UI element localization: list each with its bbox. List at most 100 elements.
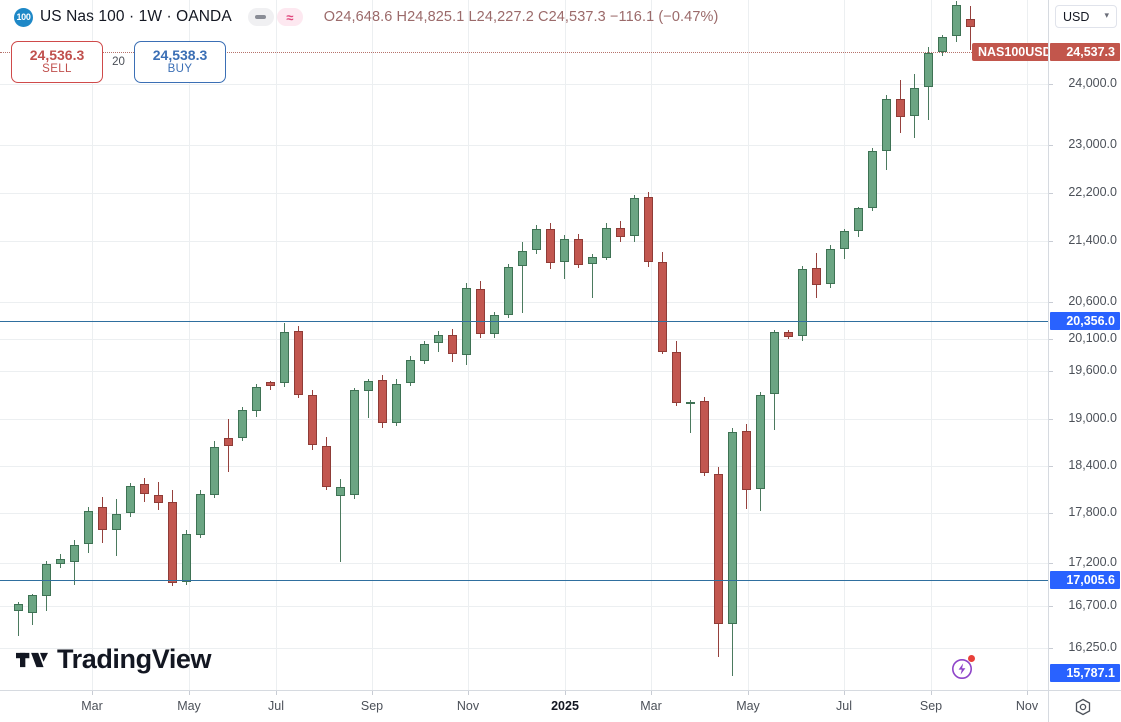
price-tick bbox=[1049, 563, 1053, 564]
candle-body bbox=[546, 228, 555, 263]
candle-body bbox=[378, 379, 387, 423]
price-tick-label: 19,600.0 bbox=[1068, 363, 1117, 377]
sell-button[interactable]: 24,536.3 SELL bbox=[11, 41, 103, 83]
buy-label: BUY bbox=[167, 63, 193, 76]
ohlc-values: O24,648.6 H24,825.1 L24,227.2 C24,537.3 … bbox=[323, 9, 719, 25]
trade-widget: 24,536.3 SELL 20 24,538.3 BUY bbox=[11, 41, 226, 83]
sell-label: SELL bbox=[42, 63, 72, 76]
crosshair-settings-icon bbox=[1075, 698, 1091, 716]
grid-line-horizontal bbox=[0, 513, 1048, 514]
candle-body bbox=[434, 335, 443, 343]
grid-line-horizontal bbox=[0, 371, 1048, 372]
candle-body bbox=[224, 438, 233, 446]
candle-body bbox=[126, 485, 135, 513]
candle-body bbox=[266, 382, 275, 386]
horizontal-price-line[interactable] bbox=[0, 321, 1048, 322]
price-tick-label: 23,000.0 bbox=[1068, 137, 1117, 151]
legend-pills: ≈ bbox=[247, 8, 303, 26]
candle-body bbox=[252, 386, 261, 412]
candle-body bbox=[322, 445, 331, 488]
time-tick bbox=[189, 691, 190, 695]
time-tick-label: May bbox=[736, 699, 760, 713]
candle-body bbox=[70, 544, 79, 562]
candle-body bbox=[84, 511, 93, 544]
approx-indicator-icon[interactable]: ≈ bbox=[276, 8, 303, 26]
price-tick bbox=[1049, 302, 1053, 303]
axis-separator bbox=[1048, 691, 1049, 722]
candle-body bbox=[154, 494, 163, 504]
grid-line-horizontal bbox=[0, 339, 1048, 340]
price-tick-label: 20,600.0 bbox=[1068, 294, 1117, 308]
time-axis[interactable]: Mar May Jul Sep Nov 2025 Mar May Jul Sep Nov bbox=[0, 690, 1121, 722]
candle-body bbox=[756, 394, 765, 489]
grid-line-horizontal bbox=[0, 241, 1048, 242]
candle-body bbox=[364, 380, 373, 391]
price-line-label[interactable]: 17,005.6 bbox=[1050, 571, 1120, 589]
symbol-price-tag[interactable]: NAS100USD bbox=[972, 43, 1058, 61]
candle-body bbox=[882, 99, 891, 151]
chart-legend: 100 US Nas 100 · 1W · OANDA ≈ O24,648.6 … bbox=[0, 0, 718, 34]
candle-body bbox=[14, 603, 23, 612]
grid-line-horizontal bbox=[0, 648, 1048, 649]
price-tick-label: 18,400.0 bbox=[1068, 458, 1117, 472]
price-tick-label: 20,100.0 bbox=[1068, 331, 1117, 345]
candle-body bbox=[700, 401, 709, 474]
candle-body bbox=[854, 208, 863, 231]
price-tick bbox=[1049, 419, 1053, 420]
current-price-label[interactable]: 24,537.3 bbox=[1050, 43, 1120, 61]
candle-body bbox=[812, 267, 821, 285]
price-line-label[interactable]: 20,356.0 bbox=[1050, 312, 1120, 330]
candle-body bbox=[770, 332, 779, 394]
spread-value: 20 bbox=[112, 56, 125, 68]
candle-body bbox=[28, 595, 37, 613]
grid-line-vertical bbox=[1027, 0, 1028, 690]
candle-body bbox=[784, 331, 793, 337]
price-tick bbox=[1049, 606, 1053, 607]
price-axis[interactable]: USD ▾ 24,000.0 23,000.0 22,200.0 21,400.0 20… bbox=[1048, 0, 1121, 690]
candle-wick bbox=[592, 254, 593, 299]
candle-body bbox=[798, 268, 807, 337]
currency-label: USD bbox=[1063, 9, 1090, 24]
lightning-alert-icon bbox=[952, 659, 972, 679]
grid-line-vertical bbox=[372, 0, 373, 690]
candle-body bbox=[448, 334, 457, 354]
time-tick bbox=[372, 691, 373, 695]
price-dotted-line[interactable] bbox=[0, 52, 1048, 53]
tradingview-wordmark: TradingView bbox=[57, 644, 212, 674]
time-tick bbox=[468, 691, 469, 695]
price-tick bbox=[1049, 84, 1053, 85]
time-tick-label: Nov bbox=[456, 699, 480, 713]
grid-line-vertical bbox=[565, 0, 566, 690]
candle-body bbox=[560, 238, 569, 262]
time-tick bbox=[276, 691, 277, 695]
grid-line-vertical bbox=[844, 0, 845, 690]
candle-body bbox=[686, 402, 695, 405]
currency-selector[interactable]: USD ▾ bbox=[1055, 5, 1117, 28]
candle-body bbox=[182, 534, 191, 582]
chart-settings-button[interactable] bbox=[1072, 696, 1094, 718]
price-tick bbox=[1049, 648, 1053, 649]
horizontal-price-line[interactable] bbox=[0, 580, 1048, 581]
alert-button[interactable] bbox=[950, 655, 976, 681]
candle-body bbox=[896, 98, 905, 118]
candle-body bbox=[476, 288, 485, 334]
buy-button[interactable]: 24,538.3 BUY bbox=[134, 41, 226, 83]
hide-bar-icon[interactable] bbox=[247, 8, 274, 26]
candle-body bbox=[672, 351, 681, 403]
candle-body bbox=[588, 257, 597, 265]
symbol-title[interactable]: US Nas 100 · 1W · OANDA bbox=[40, 8, 232, 25]
grid-line-horizontal bbox=[0, 606, 1048, 607]
time-tick bbox=[931, 691, 932, 695]
candle-body bbox=[630, 198, 639, 236]
grid-line-vertical bbox=[276, 0, 277, 690]
price-line-label[interactable]: 15,787.1 bbox=[1050, 664, 1120, 682]
chart-pane[interactable] bbox=[0, 0, 1048, 690]
time-tick-label: Mar bbox=[640, 699, 662, 713]
candle-body bbox=[42, 563, 51, 596]
price-tick bbox=[1049, 371, 1053, 372]
grid-line-vertical bbox=[931, 0, 932, 690]
candle-body bbox=[98, 507, 107, 530]
tradingview-logo-icon bbox=[16, 652, 48, 667]
price-tick-label: 19,000.0 bbox=[1068, 411, 1117, 425]
candle-body bbox=[826, 249, 835, 285]
